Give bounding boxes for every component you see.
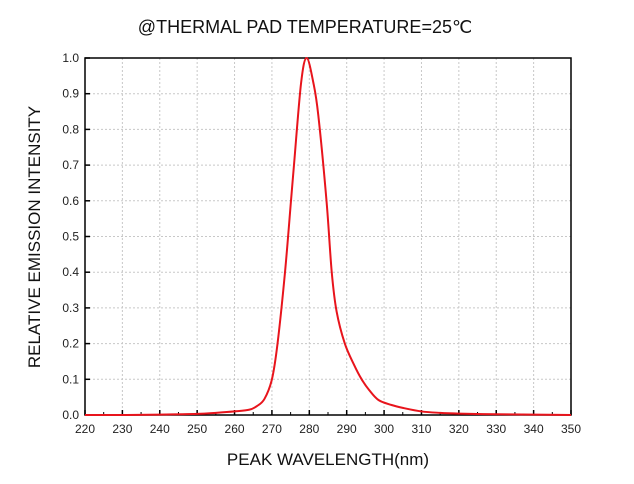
y-axis-label: RELATIVE EMISSION INTENSITY xyxy=(25,106,44,368)
x-tick-label: 280 xyxy=(299,422,319,436)
y-tick-label: 0.9 xyxy=(62,87,79,101)
y-tick-label: 0.5 xyxy=(62,230,79,244)
x-tick-label: 300 xyxy=(374,422,394,436)
x-tick-label: 340 xyxy=(524,422,544,436)
x-tick-label: 240 xyxy=(150,422,170,436)
x-axis-label: PEAK WAVELENGTH(nm) xyxy=(227,450,429,469)
y-tick-label: 0.6 xyxy=(62,194,79,208)
plot-frame xyxy=(84,57,572,416)
y-tick-label: 0.8 xyxy=(62,122,79,136)
x-tick-label: 290 xyxy=(337,422,357,436)
y-tick-label: 0.0 xyxy=(62,408,79,422)
x-tick-label: 270 xyxy=(262,422,282,436)
chart-title: @THERMAL PAD TEMPERATURE=25℃ xyxy=(138,17,472,37)
grid xyxy=(85,58,571,415)
x-tick-label: 250 xyxy=(187,422,207,436)
x-tick-label: 260 xyxy=(225,422,245,436)
x-tick-label: 310 xyxy=(411,422,431,436)
y-tick-label: 1.0 xyxy=(62,51,79,65)
x-tick-label: 320 xyxy=(449,422,469,436)
x-tick-label: 230 xyxy=(112,422,132,436)
series-line xyxy=(84,56,572,417)
axes: 220 230 240 250 260 270 280 290 300 310 320 330 340 3… xyxy=(62,51,581,436)
x-tick-label: 350 xyxy=(561,422,581,436)
y-tick-label: 0.2 xyxy=(62,337,79,351)
y-tick-label: 0.7 xyxy=(62,158,79,172)
x-tick-label: 220 xyxy=(75,422,95,436)
x-tick-label: 330 xyxy=(486,422,506,436)
y-tick-label: 0.1 xyxy=(62,372,79,386)
y-tick-label: 0.3 xyxy=(62,301,79,315)
y-tick-label: 0.4 xyxy=(62,265,79,279)
